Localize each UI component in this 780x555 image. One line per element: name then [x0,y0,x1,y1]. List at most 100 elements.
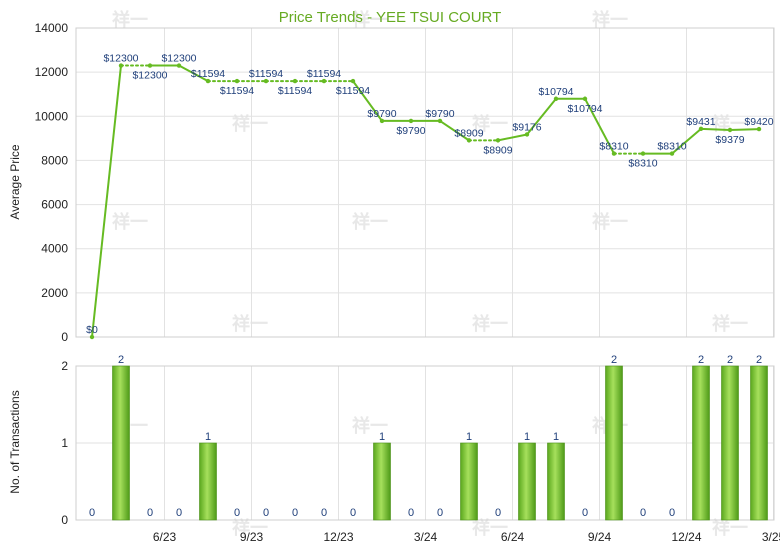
svg-text:祥一: 祥一 [232,113,268,134]
transaction-count-label: 0 [640,507,646,519]
price-data-label: $9176 [512,121,541,133]
price-point [437,118,443,124]
transaction-count-label: 2 [756,354,762,366]
price-tick-label: 6000 [41,198,68,212]
price-line-segment [439,119,470,142]
x-tick-label: 6/23 [153,530,177,544]
transaction-count-label: 0 [263,507,269,519]
transactions-tick-label: 1 [61,436,68,450]
transaction-count-label: 1 [379,431,385,443]
transaction-count-label: 0 [321,507,327,519]
price-point [756,126,762,132]
price-tick-label: 14000 [35,21,69,35]
x-tick-label: 9/24 [588,530,612,544]
transaction-count-label: 0 [176,507,182,519]
price-point [147,63,153,68]
x-tick-label: 12/24 [671,530,701,544]
price-line-segment [352,80,383,122]
price-point [176,63,182,68]
price-point [408,118,414,124]
price-tick-label: 0 [61,330,68,344]
price-line-segment [91,64,122,338]
transaction-count-label: 0 [437,507,443,519]
price-axis-title: Average Price [8,144,22,219]
x-tick-label: 12/23 [323,530,353,544]
transaction-bar [518,442,536,521]
transaction-count-label: 1 [524,431,530,443]
price-tick-label: 10000 [35,109,69,123]
transaction-count-label: 0 [669,507,675,519]
svg-text:祥一: 祥一 [352,211,388,232]
transaction-count-label: 0 [234,507,240,519]
price-data-label: $8310 [628,158,657,170]
price-tick-label: 12000 [35,65,69,79]
svg-text:祥一: 祥一 [472,113,508,134]
price-tick-label: 4000 [41,242,68,256]
svg-text:祥一: 祥一 [472,313,508,334]
transaction-count-label: 1 [205,431,211,443]
price-plot-border [75,27,775,338]
price-point [292,78,298,84]
price-data-label: $11594 [249,68,283,80]
price-data-label: $12300 [161,53,196,65]
price-point [118,63,124,68]
svg-text:祥一: 祥一 [112,211,148,232]
price-tick-label: 8000 [41,153,68,167]
price-point [263,78,269,84]
price-point [466,138,472,143]
price-data-label: $9790 [396,125,425,137]
price-data-label: $8909 [483,144,512,156]
watermark-layer: 祥一 祥一 祥一 祥一 祥一 祥一 祥一 祥一 祥一 祥一 祥一 祥一 祥一 祥… [112,9,748,538]
price-data-label: $11594 [278,85,312,97]
price-point [611,151,617,156]
price-point [205,78,211,84]
svg-text:祥一: 祥一 [232,517,268,538]
price-point [698,126,704,132]
price-point [727,127,733,133]
price-panel: 0 2000 4000 6000 8000 10000 12000 14000 $0 $12300… [35,21,775,344]
x-tick-label: 3/24 [414,530,438,544]
price-data-label: $8909 [454,127,483,139]
price-data-label: $10794 [567,103,602,115]
price-point [495,138,501,143]
transactions-axis-title: No. of Transactions [8,390,22,493]
price-line-segment [700,127,731,131]
svg-text:祥一: 祥一 [472,517,508,538]
transaction-count-label: 2 [118,354,124,366]
x-tick-label: 9/23 [240,530,264,544]
transaction-count-label: 2 [727,354,733,366]
price-point [553,96,559,101]
price-data-label: $9379 [715,134,744,146]
svg-text:祥一: 祥一 [232,313,268,334]
price-data-label: $9431 [686,116,715,128]
price-data-label: $12300 [132,70,167,82]
price-data-label: $11594 [336,85,370,97]
transaction-count-label: 2 [611,354,617,366]
transactions-panel: 0 1 2 6/23 9/23 12/23 3/24 6/24 9/24 12/24 3/25 0 2 0… [61,354,780,544]
price-point [669,151,675,156]
price-line-segment [671,127,702,155]
transaction-count-label: 0 [292,507,298,519]
price-data-label: $8310 [657,141,686,153]
transaction-count-label: 0 [582,507,588,519]
transaction-bar [460,442,478,521]
transaction-bar [547,442,565,521]
price-data-label: $0 [86,324,98,336]
price-data-label: $9790 [367,108,396,120]
transaction-bar [750,365,768,521]
price-point [640,151,646,156]
price-line-segment [526,97,557,136]
transaction-count-label: 0 [147,507,153,519]
transaction-count-label: 1 [553,431,559,443]
transaction-bar [605,365,623,521]
price-line-segment [178,64,209,83]
transaction-bar [692,365,710,521]
price-line-segment [729,128,760,131]
x-tick-label: 3/25 [762,530,780,544]
svg-text:祥一: 祥一 [712,313,748,334]
svg-text:祥一: 祥一 [592,9,628,30]
transaction-count-label: 0 [408,507,414,519]
price-line-segment [497,133,528,142]
price-data-label: $9420 [744,116,773,128]
